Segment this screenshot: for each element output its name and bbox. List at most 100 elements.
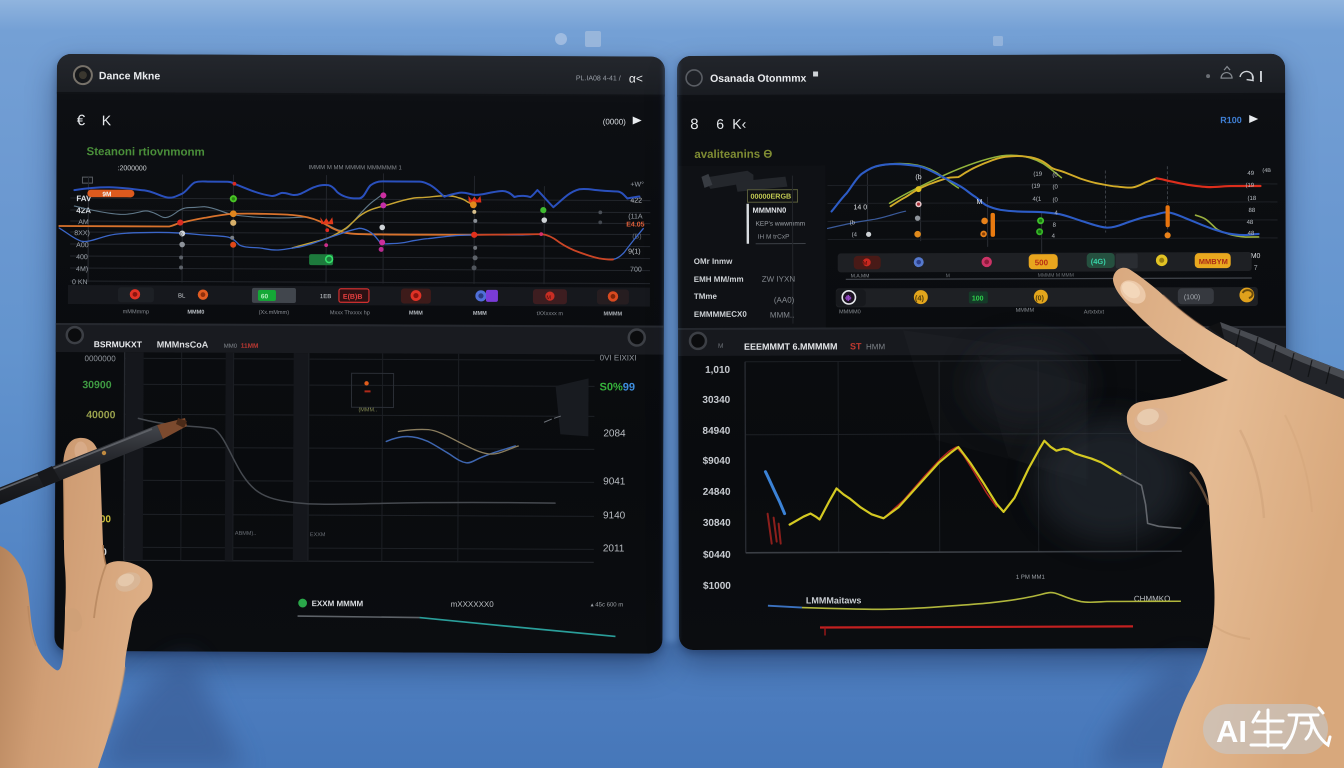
svg-text:Steanoni rtiovnmonm: Steanoni rtiovnmonm (87, 146, 205, 159)
svg-text:EXXM MMMM: EXXM MMMM (312, 599, 364, 608)
svg-text:0: 0 (180, 232, 183, 238)
svg-text:PL.IA08 4-41 /: PL.IA08 4-41 / (576, 75, 621, 82)
svg-text:EMH MM/mm: EMH MM/mm (694, 275, 744, 284)
svg-text:IH M trCxP: IH M trCxP (758, 234, 790, 241)
svg-text:0000000: 0000000 (84, 354, 116, 363)
svg-text:(18: (18 (1247, 196, 1256, 202)
svg-text::2000000: :2000000 (117, 165, 146, 172)
svg-text:MMMNN0: MMMNN0 (753, 206, 787, 215)
svg-text:(b: (b (850, 220, 856, 226)
svg-text:$0440: $0440 (703, 550, 731, 561)
svg-text:Artxtxtxt: Artxtxtxt (1084, 310, 1105, 316)
svg-text:Dance Mkne: Dance Mkne (99, 70, 160, 82)
svg-text:30340: 30340 (702, 395, 730, 406)
svg-text:ZW IYXN: ZW IYXN (762, 275, 796, 284)
svg-text:00000ERGB: 00000ERGB (750, 192, 791, 201)
svg-text:14 0: 14 0 (854, 204, 868, 211)
svg-text:(19: (19 (1245, 183, 1254, 189)
svg-text:(0): (0) (1035, 295, 1044, 302)
svg-text:+W°: +W° (630, 181, 644, 189)
svg-text:24840: 24840 (703, 487, 731, 498)
svg-text:(0: (0 (1052, 185, 1058, 191)
svg-text:42A: 42A (76, 206, 91, 215)
svg-text:48: 48 (1248, 231, 1255, 237)
svg-text:7: 7 (1254, 265, 1258, 272)
svg-text:ABMM)..: ABMM).. (235, 531, 257, 537)
svg-text:4M): 4M) (76, 266, 88, 273)
svg-text:α<: α< (629, 71, 643, 85)
svg-text:(4): (4) (915, 294, 925, 303)
svg-text:$9040: $9040 (703, 456, 731, 467)
svg-text:BL: BL (178, 294, 186, 300)
svg-text:(0000): (0000) (603, 117, 626, 126)
svg-text:9140: 9140 (603, 510, 626, 521)
svg-text:MMM0: MMM0 (187, 310, 204, 316)
svg-text:R100: R100 (1220, 115, 1242, 125)
svg-text:M.A.MM: M.A.MM (851, 273, 870, 279)
svg-text:avaliteanins Ɵ: avaliteanins Ɵ (694, 149, 772, 161)
svg-text:11MM: 11MM (241, 343, 259, 350)
svg-text:4: 4 (1055, 211, 1059, 217)
svg-text:(4G): (4G) (1091, 257, 1107, 266)
svg-text:1,010: 1,010 (705, 365, 731, 376)
svg-text:2011: 2011 (603, 543, 625, 554)
svg-text:(4B: (4B (1262, 168, 1271, 174)
svg-text:M: M (863, 261, 868, 267)
svg-text:KEP's wwwmmm: KEP's wwwmmm (756, 221, 806, 228)
svg-text:6: 6 (716, 116, 724, 132)
svg-text:$1000: $1000 (703, 581, 731, 592)
svg-text:8XX): 8XX) (74, 230, 90, 237)
svg-text:E(B)B: E(B)B (343, 294, 362, 301)
svg-text:1EB: 1EB (320, 294, 331, 300)
svg-text:CHMMKO: CHMMKO (1134, 594, 1170, 603)
svg-text:M: M (946, 273, 950, 279)
svg-text:AI: AI (1216, 714, 1247, 749)
svg-text:MMM..: MMM.. (770, 311, 794, 320)
svg-text:€: € (77, 112, 86, 129)
svg-text:M: M (718, 343, 723, 350)
svg-text:LMMMaitaws: LMMMaitaws (806, 595, 862, 605)
svg-text:IMMM M MM MMMM MMMMMM 1: IMMM M MM MMMM MMMMMM 1 (308, 165, 402, 171)
svg-text:9041: 9041 (603, 476, 626, 487)
svg-text:Osanada Otonmmx: Osanada Otonmmx (710, 73, 806, 85)
svg-text:S0%99: S0%99 (600, 381, 636, 393)
svg-text:A00: A00 (76, 242, 89, 249)
svg-text:MMMM: MMMM (604, 311, 623, 317)
svg-text:700: 700 (630, 267, 642, 274)
svg-text:EEEMMMT 6.MMMMM: EEEMMMT 6.MMMMM (744, 341, 838, 351)
svg-text:M0: M0 (1251, 253, 1261, 260)
svg-text:(MMM..: (MMM.. (358, 407, 377, 413)
svg-text:8: 8 (1053, 223, 1057, 229)
svg-text:0 KN: 0 KN (72, 279, 88, 286)
svg-text:MMM: MMM (409, 311, 423, 317)
svg-text:K: K (102, 112, 112, 128)
svg-text:HMM: HMM (866, 342, 885, 351)
svg-text:(b: (b (915, 174, 921, 181)
svg-text:mXXXXXX0: mXXXXXX0 (451, 600, 495, 609)
svg-text:MMMM: MMMM (1016, 308, 1035, 314)
svg-text:MMMM M MMM: MMMM M MMM (1038, 273, 1074, 279)
svg-text:EMMMMECX0: EMMMMECX0 (694, 310, 747, 319)
svg-text:TMme: TMme (694, 292, 718, 301)
svg-text:▴ 45c 600 m: ▴ 45c 600 m (591, 602, 624, 608)
svg-text:0VI EIXIXI: 0VI EIXIXI (600, 353, 637, 362)
svg-text:MM0: MM0 (224, 344, 238, 350)
svg-text:422: 422 (630, 198, 642, 205)
svg-text:tXXxxxx m: tXXxxxx m (537, 311, 564, 317)
svg-text:MMM: MMM (473, 311, 487, 317)
svg-text:AM: AM (78, 219, 89, 226)
svg-text:Mxxx Thxxxx hp: Mxxx Thxxxx hp (330, 310, 370, 316)
svg-text:(0: (0 (1052, 173, 1058, 179)
svg-text:MMMM0: MMMM0 (839, 309, 861, 315)
svg-text:30840: 30840 (703, 518, 731, 529)
svg-text:M: M (546, 295, 551, 301)
svg-text:60: 60 (261, 293, 269, 300)
svg-text:(Xx.mMmm): (Xx.mMmm) (259, 310, 290, 316)
svg-text:M: M (977, 199, 983, 206)
svg-text:ST: ST (850, 341, 862, 351)
svg-text:MMBYM: MMBYM (1199, 257, 1228, 266)
svg-text:49: 49 (1247, 171, 1254, 177)
svg-text:4: 4 (1052, 234, 1056, 240)
svg-text:40000: 40000 (86, 409, 115, 421)
svg-text:30900: 30900 (82, 379, 111, 391)
